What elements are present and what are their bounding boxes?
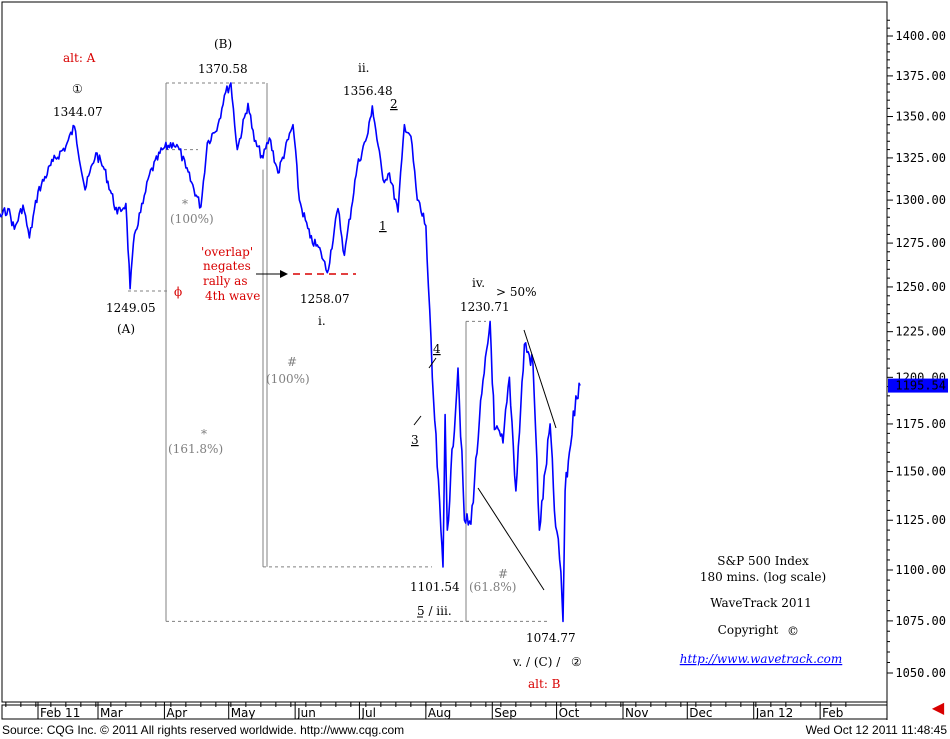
sub-wave-1-label: 1 — [379, 219, 387, 233]
wave-ii-label: ii. — [358, 61, 370, 75]
overlap-line-1: 'overlap' — [201, 245, 253, 259]
wave-3-pointer — [413, 415, 422, 426]
wave-5-iii-label: 5 / iii. — [417, 604, 452, 618]
y-tick-label: 1350.00 — [895, 110, 946, 124]
source-text: Source: CQG Inc. © 2011 All rights reser… — [2, 723, 405, 737]
phi-label: ϕ — [174, 285, 182, 299]
y-tick-label: 1050.00 — [895, 666, 946, 680]
fib-hash-100-label: # — [287, 355, 297, 369]
y-tick-label: 1100.00 — [895, 563, 946, 577]
x-tick-label: Mar — [100, 706, 123, 720]
x-tick-label: Jul — [360, 706, 375, 720]
low-1101-label: 1101.54 — [410, 580, 460, 594]
chart-subtitle: 180 mins. (log scale) — [700, 570, 826, 584]
wave-a-label: (A) — [117, 322, 135, 336]
y-tick-label: 1075.00 — [895, 614, 946, 628]
wavetrack-link[interactable]: http://www.wavetrack.com — [680, 652, 843, 666]
y-tick-label: 1325.00 — [895, 151, 946, 165]
wave-i-label: i. — [318, 314, 326, 328]
x-tick-label: Feb — [822, 706, 843, 720]
fib-1618-label: (161.8%) — [168, 442, 223, 456]
wave-1-label: ① — [72, 82, 83, 96]
sub-wave-2-label: 2 — [390, 97, 398, 111]
fib-star-100-label: * — [182, 197, 188, 211]
brand-label: WaveTrack 2011 — [710, 596, 812, 610]
fib-618-label: (61.8%) — [469, 580, 516, 594]
last-price-tag: 1195.54 — [888, 378, 948, 393]
lower-channel-line — [477, 487, 545, 591]
copyright-icon: © — [787, 624, 799, 638]
high-1344-label: 1344.07 — [53, 105, 103, 119]
y-tick-label: 1225.00 — [895, 325, 946, 339]
x-tick-label: Jun — [296, 706, 316, 720]
high-1370-label: 1370.58 — [198, 62, 248, 76]
x-tick-label: Dec — [689, 706, 712, 720]
x-axis: Feb 11 Mar Apr May Jun Jul Aug Sep Oct Nov Dec Jan … — [5, 702, 847, 720]
x-tick-label: May — [231, 706, 256, 720]
x-tick-label: Oct — [559, 706, 580, 720]
copyright-label: Copyright — [718, 623, 779, 637]
x-tick-label: Aug — [428, 706, 451, 720]
gt-50-label: > 50% — [496, 285, 537, 299]
overlap-line-4: 4th wave — [205, 289, 260, 303]
overlap-line-3: rally as — [203, 274, 247, 288]
x-tick-label: Jan 12 — [755, 706, 794, 720]
chart-canvas: 1050.00 1075.00 1100.00 1125.00 1150.00 1175.… — [0, 1, 948, 720]
wave-iv-label: iv. — [472, 276, 485, 290]
chart-title: S&P 500 Index — [717, 554, 809, 568]
alt-b-label: alt: B — [528, 677, 561, 691]
y-tick-label: 1175.00 — [895, 417, 946, 431]
footer-bar: Source: CQG Inc. © 2011 All rights reser… — [0, 721, 950, 739]
timestamp-text: Wed Oct 12 2011 11:48:45 — [805, 723, 947, 737]
alt-a-label: alt: A — [63, 51, 96, 65]
sub-wave-3-label: 3 — [411, 433, 419, 447]
low-1249-label: 1249.05 — [106, 301, 156, 315]
y-tick-label: 1275.00 — [895, 236, 946, 250]
series-line — [0, 82, 581, 623]
wave-b-label: (B) — [214, 37, 232, 51]
fib-star-1618-label: * — [201, 427, 207, 441]
last-price-box — [888, 378, 948, 393]
wave-v-c-label: v. / (C) / — [512, 655, 561, 669]
y-tick-label: 1125.00 — [895, 513, 946, 527]
scroll-left-arrow-icon[interactable]: ◀ — [931, 698, 945, 717]
high-1230-label: 1230.71 — [460, 300, 510, 314]
y-tick-label: 1250.00 — [895, 280, 946, 294]
x-tick-label: Apr — [166, 706, 187, 720]
y-axis: 1050.00 1075.00 1100.00 1125.00 1150.00 1175.… — [887, 19, 946, 680]
sub-wave-4-label: 4 — [433, 342, 441, 356]
y-tick-label: 1375.00 — [895, 69, 946, 83]
fib-100b-label: (100%) — [266, 372, 310, 386]
y-tick-label: 1400.00 — [895, 29, 946, 43]
upper-channel-line — [523, 329, 557, 429]
fib-hash-618-label: # — [498, 567, 508, 581]
fib-100a-label: (100%) — [170, 212, 214, 226]
wave-4-pointer — [428, 357, 437, 369]
overlap-line-2: negates — [203, 259, 251, 273]
x-axis-band — [1, 704, 888, 720]
low-1258-label: 1258.07 — [300, 292, 350, 306]
x-tick-label: Sep — [494, 706, 517, 720]
overlap-arrow-head — [280, 270, 288, 278]
y-tick-label: 1150.00 — [895, 465, 946, 479]
x-tick-label: Feb 11 — [40, 706, 80, 720]
last-price-label: 1195.54 — [895, 379, 946, 393]
high-1356-label: 1356.48 — [343, 84, 393, 98]
wave-2-circled-label: ② — [571, 655, 582, 669]
fibonacci-guides — [165, 82, 548, 622]
low-1074-label: 1074.77 — [526, 631, 576, 645]
x-tick-label: Nov — [625, 706, 648, 720]
y-tick-label: 1300.00 — [895, 193, 946, 207]
